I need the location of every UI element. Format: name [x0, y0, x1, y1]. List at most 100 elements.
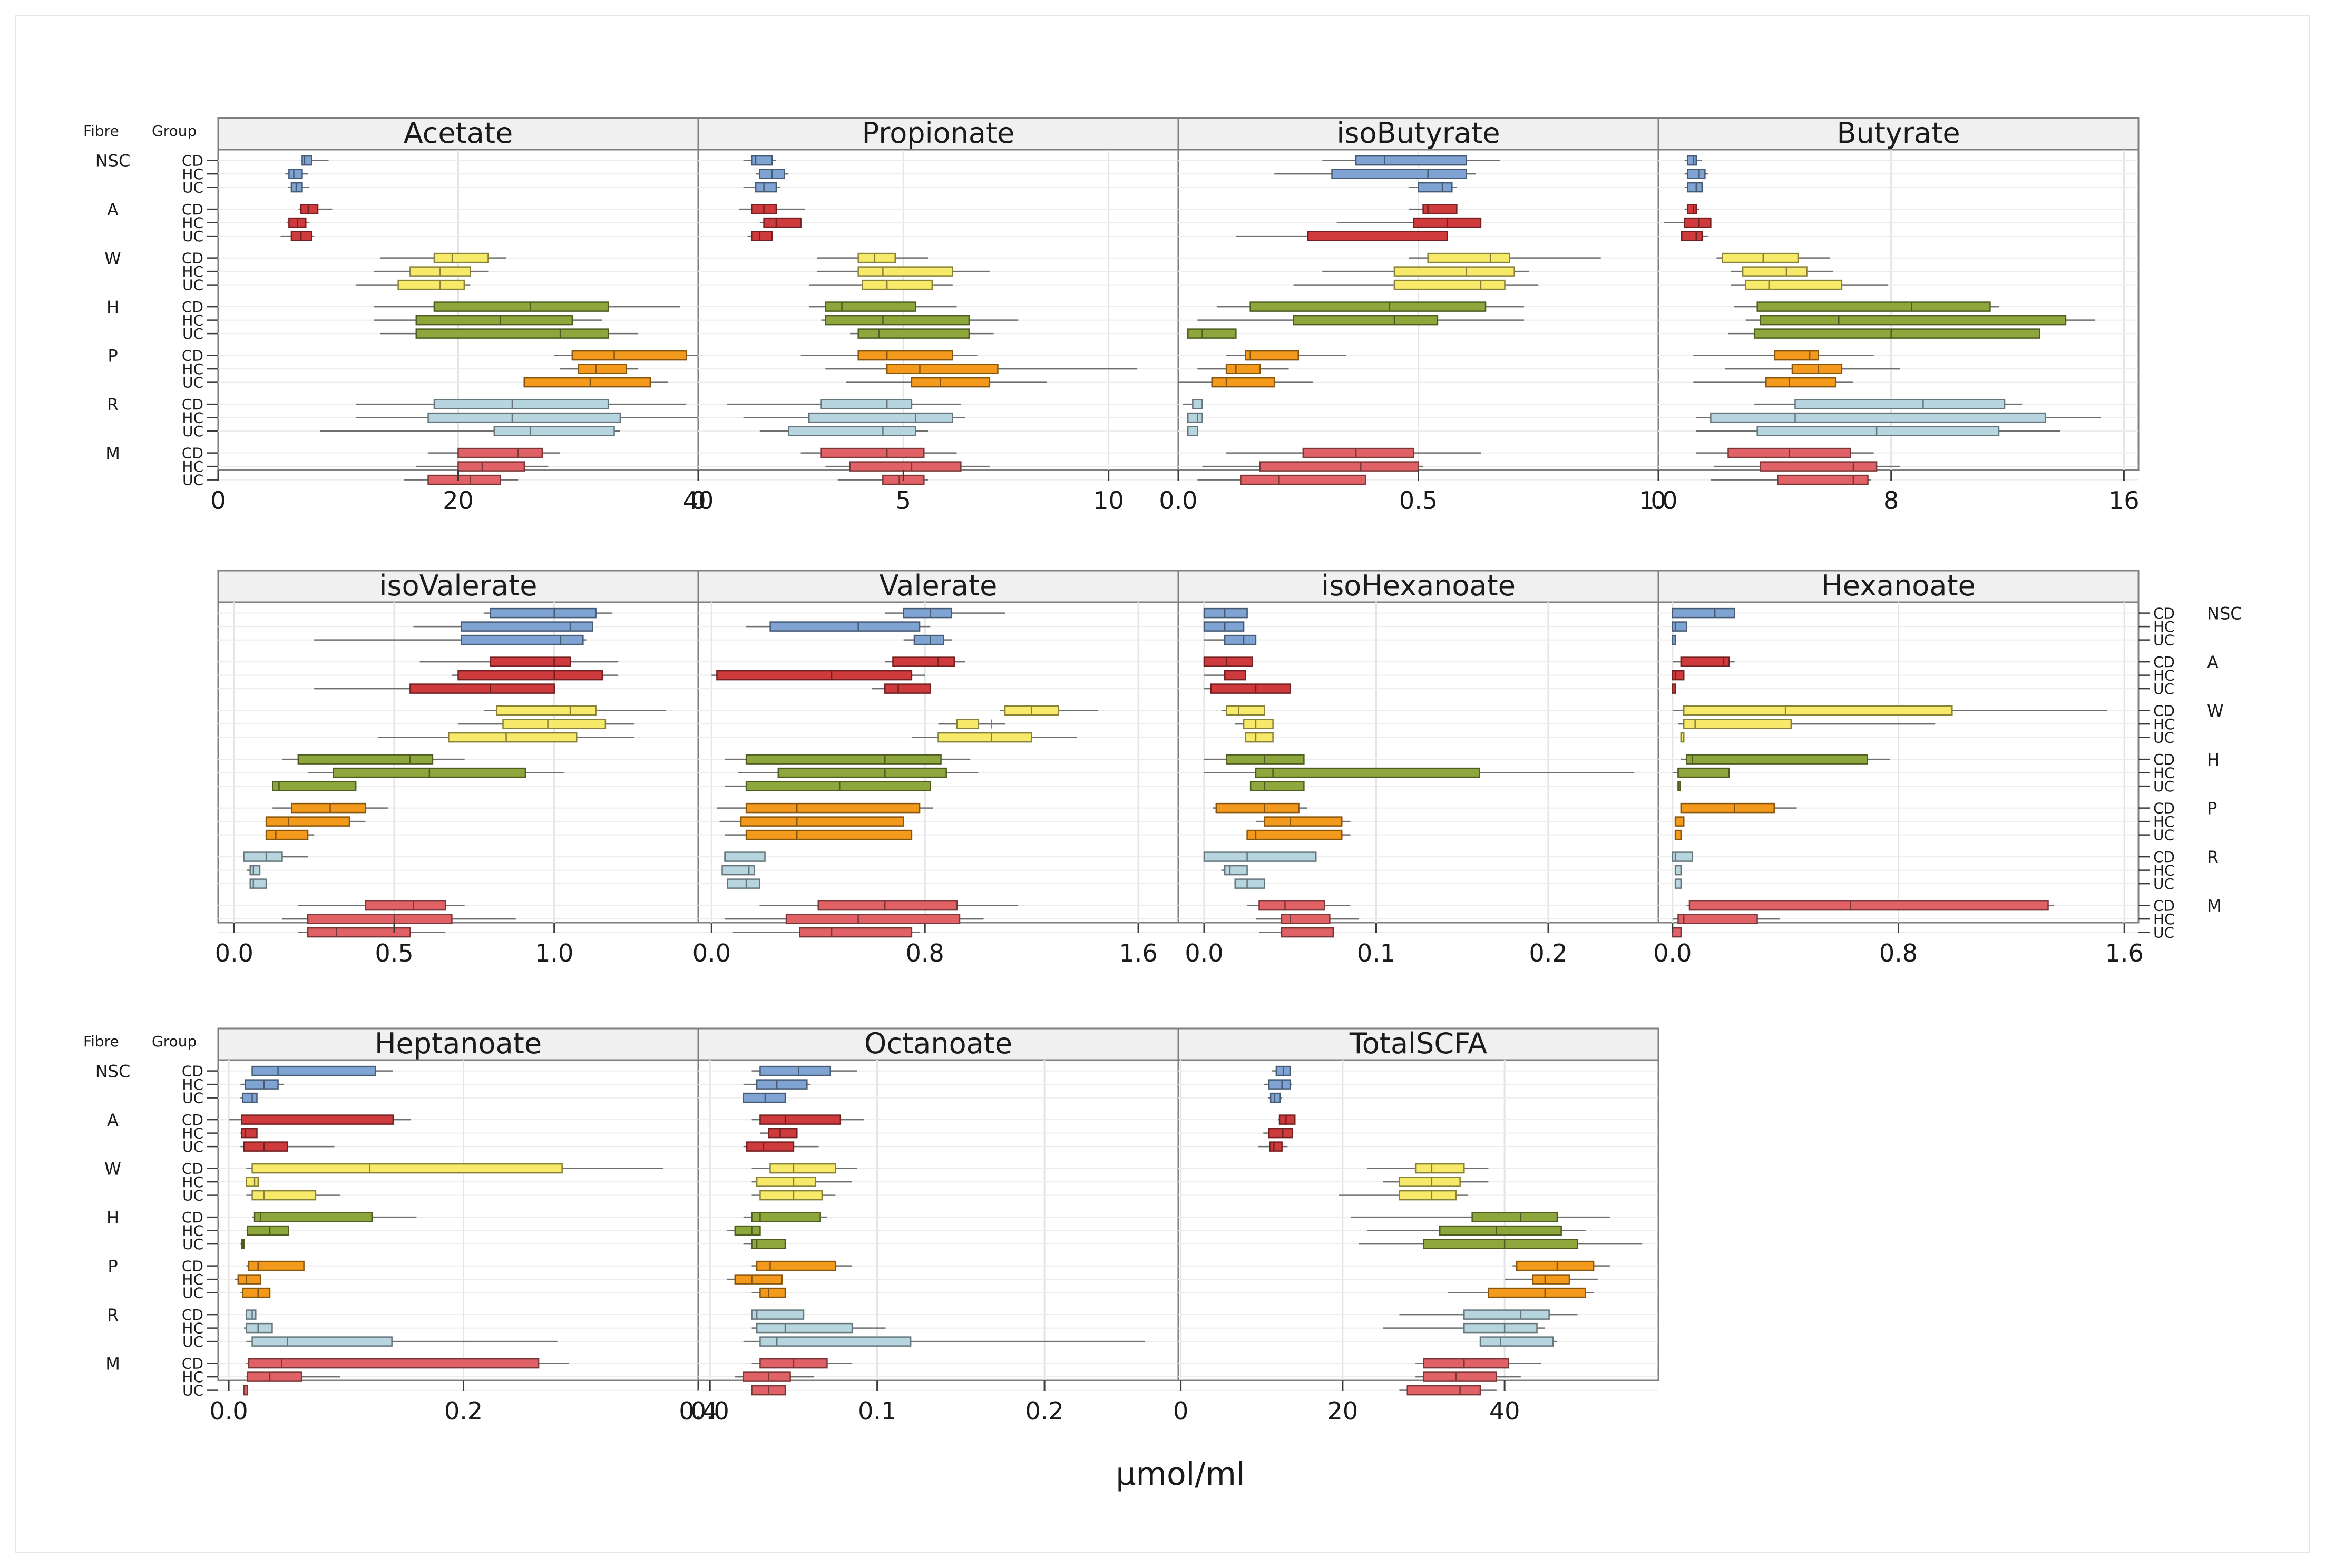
group-label: HC [2153, 667, 2175, 684]
box-iqr [1672, 670, 1685, 681]
group-label: UC [182, 1285, 203, 1302]
box-p-hc [719, 816, 904, 827]
box-iqr [1406, 1385, 1481, 1396]
box-iqr [1686, 155, 1697, 166]
box-nsc-cd [751, 1065, 857, 1076]
box-a-uc [1204, 683, 1291, 694]
box-h-hc [1672, 767, 1730, 778]
box-iqr [788, 426, 916, 436]
box-r-uc [1696, 426, 2060, 436]
box-m-cd [246, 1358, 569, 1369]
box-a-cd [229, 1114, 411, 1125]
group-label: CD [2153, 605, 2175, 622]
x-tick-label: 0.1 [1357, 939, 1395, 967]
x-tick-label: 0.5 [1399, 486, 1438, 515]
box-w-hc [1383, 1177, 1489, 1187]
box-iqr [1427, 252, 1510, 263]
box-h-uc [1249, 781, 1305, 791]
box-r-uc [249, 878, 267, 889]
group-label: CD [2153, 653, 2175, 671]
fibre-label: W [104, 249, 121, 269]
box-iqr [242, 1092, 258, 1103]
box-iqr [496, 705, 597, 716]
group-label: HC [182, 165, 203, 183]
box-iqr [1224, 634, 1257, 645]
box-h-cd [1681, 754, 1890, 765]
box-nsc-uc [1409, 182, 1457, 193]
box-m-uc [404, 474, 519, 485]
box-iqr [493, 426, 615, 436]
box-iqr [1259, 461, 1419, 472]
box-nsc-uc [240, 1092, 258, 1103]
box-w-cd [1366, 1163, 1489, 1174]
box-iqr [433, 399, 609, 409]
box-iqr [1203, 607, 1248, 619]
box-h-hc [1197, 315, 1524, 326]
box-iqr [1210, 683, 1291, 694]
box-iqr [1268, 1128, 1293, 1139]
box-nsc-cd [301, 155, 329, 166]
box-r-hc [1221, 865, 1248, 876]
box-nsc-hc [746, 621, 931, 632]
box-p-hc [1197, 364, 1289, 374]
box-m-uc [1399, 1385, 1497, 1396]
box-iqr [247, 1371, 302, 1382]
group-header: Group [152, 1033, 197, 1050]
box-r-uc [1234, 878, 1265, 889]
fibre-label: A [107, 200, 119, 220]
box-iqr [1187, 426, 1198, 436]
box-w-hc [1731, 266, 1833, 277]
box-iqr [523, 377, 651, 388]
box-iqr [1264, 816, 1343, 827]
box-iqr [759, 1190, 823, 1201]
box-nsc-uc [743, 182, 780, 193]
x-tick-label: 40 [683, 486, 714, 515]
box-h-cd [1351, 1212, 1610, 1222]
x-tick-label: 1.0 [535, 939, 573, 967]
box-h-uc [1187, 328, 1237, 339]
box-a-hc [1263, 1128, 1294, 1139]
group-label: HC [182, 1076, 203, 1093]
group-label: HC [182, 1173, 203, 1191]
box-iqr [1423, 1358, 1510, 1369]
box-iqr [1684, 217, 1712, 228]
box-m-cd [428, 447, 561, 458]
box-iqr [956, 719, 979, 729]
box-m-hc [1672, 914, 1780, 924]
box-nsc-hc [743, 1079, 810, 1090]
group-label: CD [2153, 848, 2175, 866]
right-row-labels: NSCCDHCUCACDHCUCWCDHCUCHCDHCUCPCDHCUCRCD… [2138, 604, 2242, 942]
panel-heptanoate: Heptanoate 0.0 0.2 0.4 [209, 1027, 717, 1425]
box-nsc-cd [1322, 155, 1500, 166]
box-a-uc [240, 1141, 335, 1152]
box-iqr [249, 865, 261, 876]
box-r-hc [721, 865, 755, 876]
box-m-cd [751, 1358, 853, 1369]
box-h-cd [282, 754, 465, 765]
box-nsc-uc [288, 182, 310, 193]
panel-totalscfa: TotalSCFA 0 20 40 [1173, 1027, 1659, 1425]
box-iqr [249, 878, 267, 889]
box-h-uc [1359, 1239, 1643, 1249]
box-p-cd [751, 1260, 853, 1271]
box-iqr [1307, 231, 1448, 241]
box-iqr [746, 1141, 795, 1152]
box-iqr [397, 279, 465, 290]
box-nsc-hc [285, 169, 308, 179]
box-nsc-cd [1684, 155, 1702, 166]
box-iqr [1680, 802, 1775, 814]
group-label: CD [182, 250, 203, 267]
box-p-cd [246, 1260, 305, 1271]
box-iqr [1234, 878, 1265, 889]
box-p-uc [240, 1287, 271, 1298]
box-iqr [433, 301, 609, 312]
x-tick-label: 0.0 [1159, 486, 1197, 515]
box-iqr [1269, 1141, 1283, 1152]
box-iqr [1226, 705, 1265, 716]
box-iqr [253, 1212, 373, 1222]
panel-title: Heptanoate [375, 1027, 542, 1060]
box-iqr [1674, 865, 1682, 876]
box-iqr [884, 683, 931, 694]
box-h-uc [850, 328, 994, 339]
